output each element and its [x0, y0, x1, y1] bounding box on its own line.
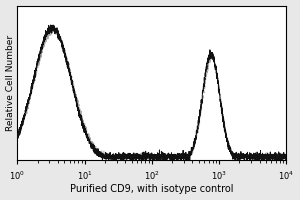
X-axis label: Purified CD9, with isotype control: Purified CD9, with isotype control — [70, 184, 234, 194]
Y-axis label: Relative Cell Number: Relative Cell Number — [6, 35, 15, 131]
